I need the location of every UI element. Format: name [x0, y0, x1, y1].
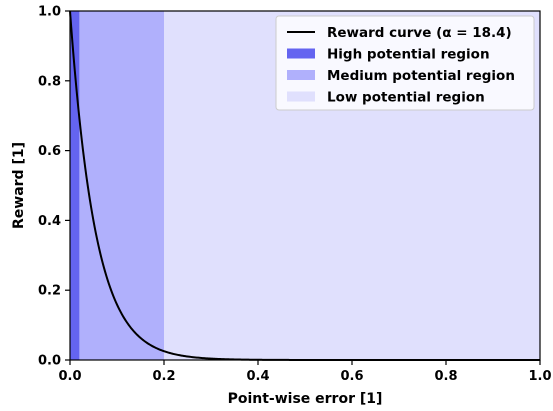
- y-tick-label: 0.8: [38, 74, 61, 89]
- legend-box: [275, 15, 535, 111]
- legend: Reward curve (α = 18.4) High potential r…: [275, 15, 535, 111]
- x-tick-label: 1.0: [528, 369, 551, 384]
- y-axis-title: Reward [1]: [11, 142, 27, 229]
- x-tick-label: 0.4: [246, 369, 269, 384]
- legend-label-high-potential: High potential region: [327, 47, 490, 63]
- y-tick-label: 0.0: [38, 354, 61, 369]
- x-tick-label: 0.0: [58, 369, 81, 384]
- x-tick-label: 0.2: [152, 369, 175, 384]
- legend-label-medium-potential: Medium potential region: [327, 68, 515, 84]
- y-tick-label: 0.2: [38, 284, 61, 299]
- y-tick-label: 0.6: [38, 144, 61, 159]
- legend-label-reward-curve: Reward curve (α = 18.4): [327, 25, 512, 41]
- region-medium-potential-region: [79, 11, 164, 360]
- region-high-potential-region: [70, 11, 80, 360]
- x-tick-label: 0.8: [434, 369, 457, 384]
- legend-swatch-low-potential: [287, 91, 315, 102]
- legend-swatch-high-potential: [287, 48, 315, 59]
- legend-label-low-potential: Low potential region: [327, 90, 485, 106]
- y-tick-label: 0.4: [38, 214, 61, 229]
- axes-layer: [69, 10, 541, 361]
- legend-swatch-medium-potential: [287, 70, 315, 80]
- x-axis-title: Point-wise error [1]: [228, 391, 383, 407]
- y-tick-label: 1.0: [38, 5, 61, 20]
- x-tick-label: 0.6: [340, 369, 363, 384]
- ticks-layer: 0.0 0.2 0.4 0.6 0.8 1.0 0.0 0.2 0.4 0.6 0.8 1.0: [38, 5, 552, 385]
- plot-frame: [69, 10, 541, 361]
